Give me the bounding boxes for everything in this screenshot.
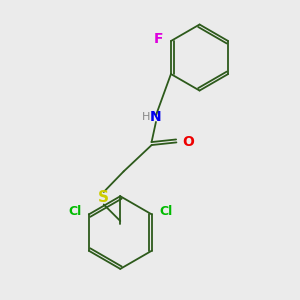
Text: Cl: Cl <box>68 205 82 218</box>
Text: N: N <box>150 110 162 124</box>
Text: O: O <box>182 135 194 149</box>
Text: F: F <box>154 32 164 46</box>
Text: H: H <box>142 112 150 122</box>
Text: S: S <box>98 190 109 206</box>
Text: Cl: Cl <box>159 205 172 218</box>
